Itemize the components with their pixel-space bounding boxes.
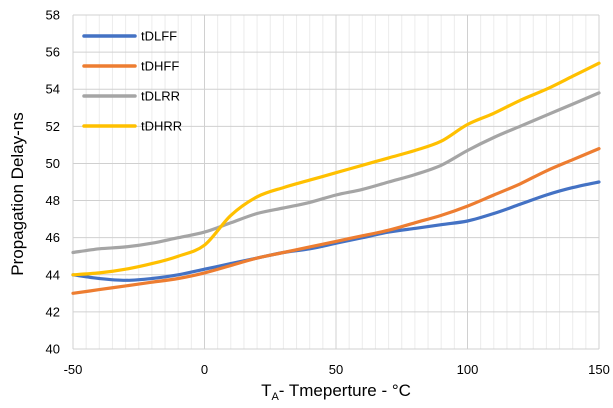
x-tick-label: 150 [588,362,610,377]
grid [72,14,600,350]
x-tick-label: 100 [457,362,479,377]
x-axis-title-main: T [261,381,271,400]
series-line-tdlff [71,180,601,282]
x-tick-label: -50 [64,362,83,377]
y-axis-title: Propagation Delay-ns [8,112,27,275]
y-tick-label: 58 [46,8,60,23]
x-axis-title-rest: - Tmeperture - °C [279,381,411,400]
x-axis-ticks: -50 0 50 100 150 [64,362,610,377]
legend-label-tdhff: tDHFF [141,59,179,74]
y-tick-label: 52 [46,119,60,134]
series-layer [71,61,601,295]
y-tick-label: 48 [46,193,60,208]
series-line-tdhff [71,147,601,295]
y-tick-label: 54 [46,82,60,97]
y-tick-label: 50 [46,156,60,171]
x-axis-title: TA- Tmeperture - °C [261,381,411,403]
y-tick-label: 56 [46,45,60,60]
x-axis-title-subscript: A [271,391,279,403]
legend-label-tdlff: tDLFF [141,29,177,44]
y-tick-label: 42 [46,304,60,319]
series-line-tdlrr [71,91,601,255]
series-line-tdhrr [71,61,601,277]
x-tick-label: 50 [329,362,343,377]
y-axis-ticks: 40 42 44 46 48 50 52 54 56 58 [46,8,60,357]
y-tick-label: 46 [46,230,60,245]
x-tick-label: 0 [201,362,208,377]
legend: tDLFF tDHFF tDLRR tDHRR [82,29,182,134]
legend-label-tdhrr: tDHRR [141,119,182,134]
y-tick-label: 40 [46,342,60,357]
y-tick-label: 44 [46,267,60,282]
legend-label-tdlrr: tDLRR [141,89,180,104]
